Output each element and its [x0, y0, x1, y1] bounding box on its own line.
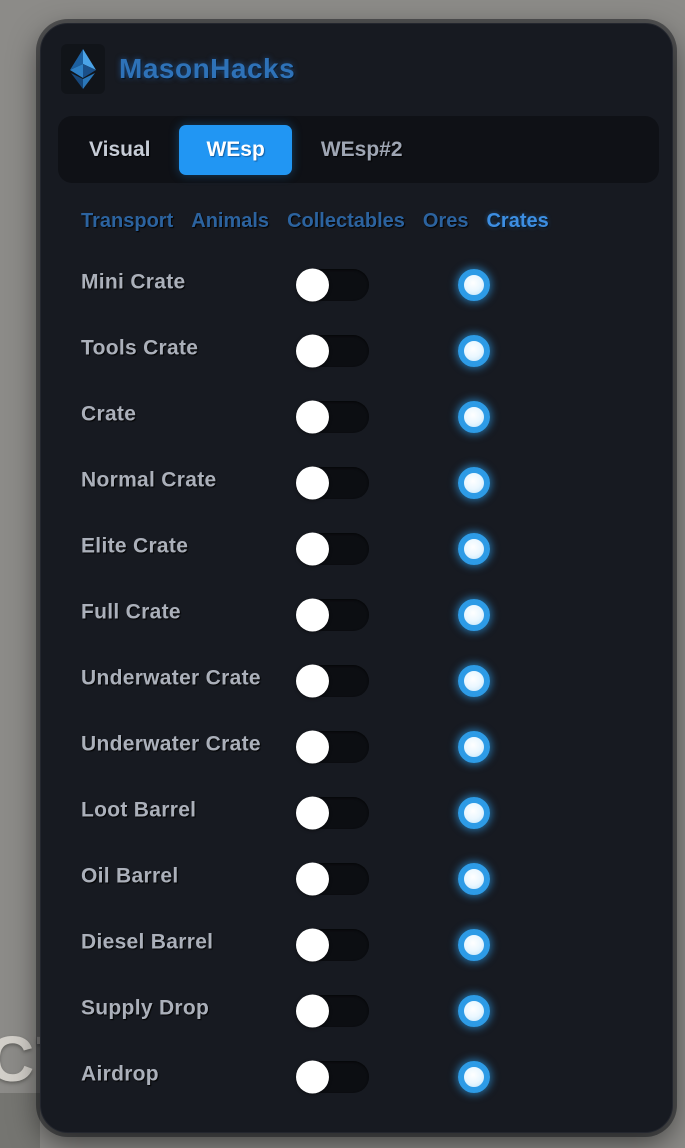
subtab-animals[interactable]: Animals	[191, 210, 270, 232]
esp-toggle-switch[interactable]	[296, 796, 369, 830]
subtab-transport[interactable]: Transport	[81, 210, 174, 232]
category-tabs: Transport Animals Collectables Ores Crates	[41, 208, 672, 235]
esp-row: Underwater Crate	[41, 714, 672, 780]
esp-row-label: Full Crate	[81, 600, 181, 624]
toggle-knob	[296, 994, 329, 1028]
panel-header: MasonHacks	[41, 24, 672, 94]
toggle-knob	[296, 466, 329, 500]
esp-row-label: Mini Crate	[81, 270, 186, 294]
color-picker-swatch[interactable]	[458, 731, 490, 763]
main-tabbar: Visual WEsp WEsp#2	[58, 116, 659, 183]
toggle-knob	[296, 598, 329, 632]
esp-toggle-switch[interactable]	[296, 466, 369, 500]
subtab-collectables[interactable]: Collectables	[287, 210, 405, 232]
esp-toggle-switch[interactable]	[296, 1060, 369, 1094]
esp-row: Elite Crate	[41, 516, 672, 582]
toggle-knob	[296, 532, 329, 566]
esp-row: Tools Crate	[41, 318, 672, 384]
esp-row: Underwater Crate	[41, 648, 672, 714]
toggle-knob	[296, 1060, 329, 1094]
esp-row-label: Oil Barrel	[81, 864, 179, 888]
masonhacks-panel: MasonHacks Visual WEsp WEsp#2 Transport Ani…	[40, 23, 673, 1133]
color-picker-swatch[interactable]	[458, 533, 490, 565]
color-picker-swatch[interactable]	[458, 269, 490, 301]
esp-row-label: Tools Crate	[81, 336, 199, 360]
toggle-knob	[296, 400, 329, 434]
esp-row-label: Elite Crate	[81, 534, 189, 558]
esp-toggle-switch[interactable]	[296, 994, 369, 1028]
color-picker-swatch[interactable]	[458, 335, 490, 367]
toggle-knob	[296, 862, 329, 896]
color-picker-swatch[interactable]	[458, 863, 490, 895]
subtab-ores[interactable]: Ores	[422, 210, 469, 232]
toggle-knob	[296, 796, 329, 830]
app-title: MasonHacks	[119, 53, 296, 84]
toggle-knob	[296, 730, 329, 764]
esp-toggle-switch[interactable]	[296, 400, 369, 434]
esp-row-label: Underwater Crate	[81, 732, 261, 756]
esp-row: Crate	[41, 384, 672, 450]
esp-toggle-switch[interactable]	[296, 268, 369, 302]
subtab-crates[interactable]: Crates	[486, 210, 549, 232]
esp-row-label: Supply Drop	[81, 996, 210, 1020]
esp-toggle-switch[interactable]	[296, 862, 369, 896]
esp-toggle-switch[interactable]	[296, 532, 369, 566]
tab-visual[interactable]: Visual	[89, 137, 151, 161]
gem-icon	[61, 44, 105, 94]
esp-toggle-switch[interactable]	[296, 664, 369, 698]
esp-toggle-switch[interactable]	[296, 598, 369, 632]
color-picker-swatch[interactable]	[458, 1061, 490, 1093]
esp-row: Normal Crate	[41, 450, 672, 516]
esp-row: Full Crate	[41, 582, 672, 648]
tab-wesp2[interactable]: WEsp#2	[320, 137, 403, 161]
esp-item-list: Mini Crate Tools Crate Crate Normal Crate El…	[41, 252, 672, 1110]
esp-row: Airdrop	[41, 1044, 672, 1110]
color-picker-swatch[interactable]	[458, 467, 490, 499]
color-picker-swatch[interactable]	[458, 665, 490, 697]
toggle-knob	[296, 928, 329, 962]
esp-toggle-switch[interactable]	[296, 334, 369, 368]
esp-row-label: Underwater Crate	[81, 666, 261, 690]
esp-row-label: Diesel Barrel	[81, 930, 214, 954]
esp-row: Loot Barrel	[41, 780, 672, 846]
esp-row-label: Airdrop	[81, 1062, 159, 1086]
color-picker-swatch[interactable]	[458, 599, 490, 631]
esp-row-label: Crate	[81, 402, 137, 426]
esp-row: Mini Crate	[41, 252, 672, 318]
color-picker-swatch[interactable]	[458, 929, 490, 961]
esp-row-label: Loot Barrel	[81, 798, 197, 822]
toggle-knob	[296, 334, 329, 368]
background-shade	[0, 1093, 40, 1148]
toggle-knob	[296, 268, 329, 302]
esp-row: Diesel Barrel	[41, 912, 672, 978]
esp-toggle-switch[interactable]	[296, 928, 369, 962]
esp-row: Oil Barrel	[41, 846, 672, 912]
toggle-knob	[296, 664, 329, 698]
esp-row: Supply Drop	[41, 978, 672, 1044]
esp-toggle-switch[interactable]	[296, 730, 369, 764]
color-picker-swatch[interactable]	[458, 995, 490, 1027]
esp-row-label: Normal Crate	[81, 468, 217, 492]
color-picker-swatch[interactable]	[458, 401, 490, 433]
tab-wesp[interactable]: WEsp	[179, 124, 292, 175]
color-picker-swatch[interactable]	[458, 797, 490, 829]
